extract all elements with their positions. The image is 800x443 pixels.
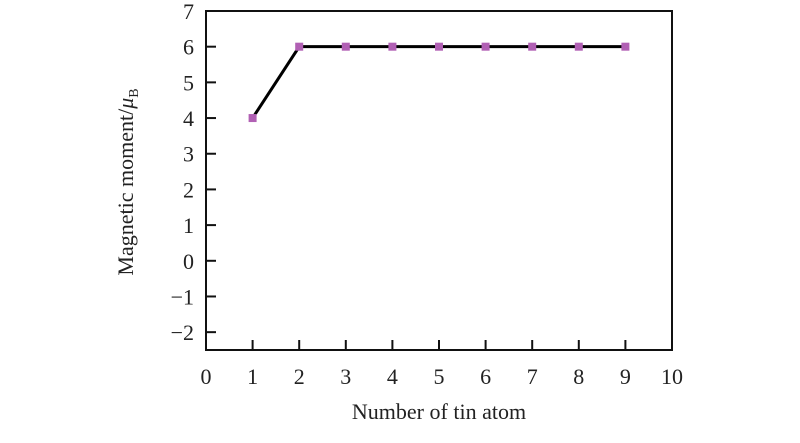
data-point-marker	[621, 42, 630, 51]
y-tick-label: 2	[183, 177, 194, 202]
x-tick-label: 9	[620, 364, 631, 389]
y-tick-label: 4	[183, 106, 194, 131]
data-point-marker	[574, 42, 583, 51]
x-axis-label: Number of tin atom	[352, 399, 526, 424]
y-tick-label: 5	[183, 70, 194, 95]
x-tick-label: 10	[661, 364, 683, 389]
series-line	[251, 45, 626, 119]
y-tick-label: −1	[171, 284, 194, 309]
data-point-marker	[435, 42, 443, 51]
x-tick-label: 5	[434, 364, 445, 389]
data-point-marker	[248, 114, 257, 123]
x-tick-label: 8	[573, 364, 584, 389]
data-point-marker	[481, 42, 490, 51]
y-tick-label: −2	[171, 320, 194, 345]
x-tick-label: 4	[387, 364, 398, 389]
y-tick-label: 1	[183, 213, 194, 238]
y-tick-label: 3	[183, 142, 194, 167]
x-tick-label: 2	[294, 364, 305, 389]
y-tick-label: 7	[183, 0, 194, 24]
x-tick-label: 1	[247, 364, 258, 389]
x-tick-label: 0	[201, 364, 212, 389]
x-tick-label: 3	[340, 364, 351, 389]
data-point-marker	[528, 42, 537, 51]
plot-frame	[205, 10, 673, 351]
data-point-marker	[341, 42, 350, 51]
y-axis-label: Magnetic moment/μB	[113, 88, 142, 275]
data-point-marker	[388, 42, 397, 51]
x-tick-label: 7	[527, 364, 538, 389]
data-point-marker	[295, 42, 304, 51]
y-tick-label: 0	[183, 249, 194, 274]
y-tick-label: 6	[183, 35, 194, 60]
x-tick-label: 6	[480, 364, 491, 389]
